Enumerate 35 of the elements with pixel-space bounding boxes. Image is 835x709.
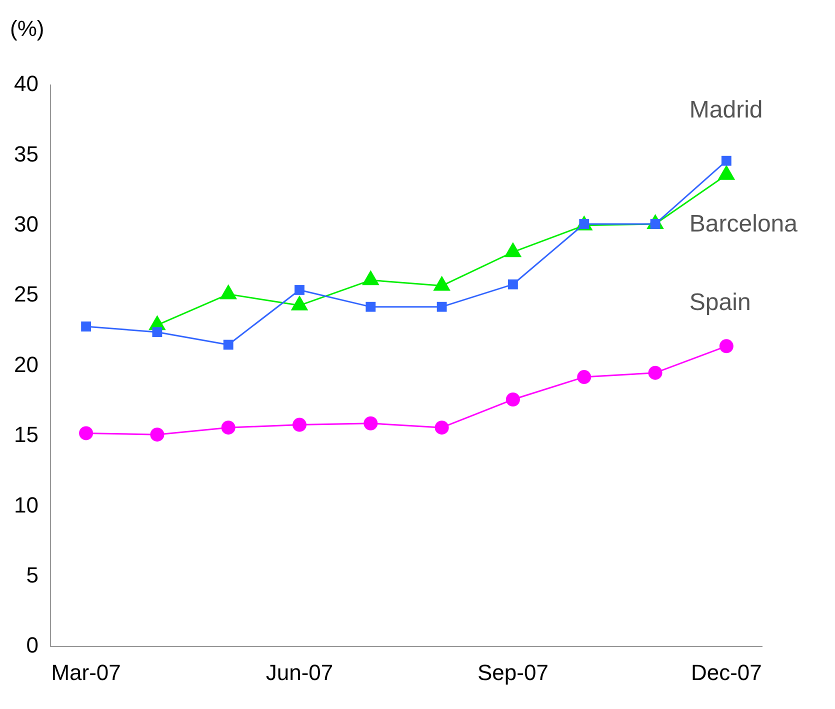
y-tick-label: 15 [14, 422, 38, 448]
point [294, 285, 304, 295]
x-tick-label: Mar-07 [51, 660, 121, 685]
point [364, 416, 378, 430]
point [150, 428, 164, 442]
point [719, 339, 734, 354]
y-tick-label: 25 [14, 282, 38, 307]
series-label: Madrid [689, 96, 763, 124]
y-tick-label: 0 [26, 632, 38, 658]
point [221, 420, 236, 435]
point [152, 327, 162, 338]
point [366, 302, 376, 312]
x-tick-label: Sep-07 [477, 660, 548, 685]
point [79, 426, 94, 440]
point [81, 322, 91, 332]
x-tick-label: Jun-07 [266, 660, 334, 685]
y-tick-label: 30 [14, 211, 38, 236]
y-tick-label: 5 [26, 562, 38, 588]
point [577, 370, 592, 384]
y-tick-label: 35 [14, 141, 38, 166]
y-tick-label: 10 [14, 492, 38, 518]
y-tick-label: 40 [14, 71, 38, 96]
x-tick-label: Dec-07 [690, 660, 762, 685]
series-label: Barcelona [689, 210, 798, 238]
series-label: Spain [689, 288, 751, 316]
point [436, 302, 447, 312]
point [434, 420, 449, 435]
y-axis-title: (%) [10, 16, 44, 42]
point [721, 156, 732, 166]
point [508, 279, 518, 290]
point [223, 340, 234, 350]
point [292, 418, 307, 432]
point [506, 392, 520, 406]
y-tick-label: 20 [14, 352, 38, 377]
point [648, 366, 662, 380]
